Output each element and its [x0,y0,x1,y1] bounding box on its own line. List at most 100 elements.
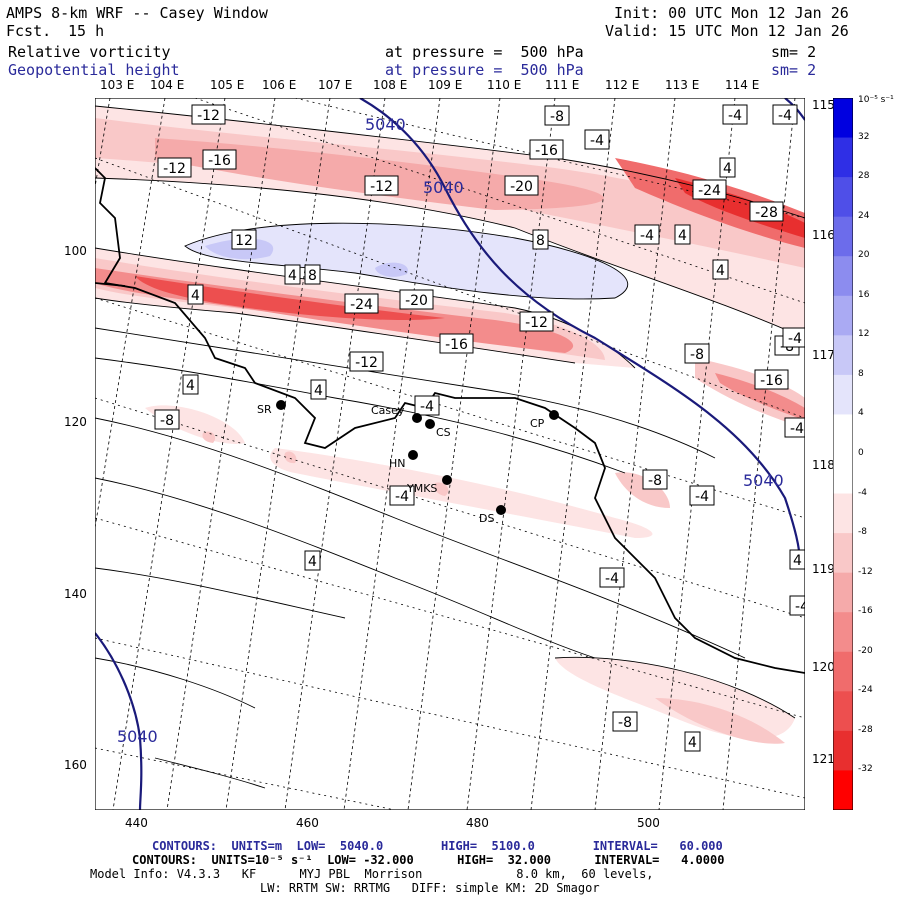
colorbar-swatch [833,533,853,574]
svg-text:-4: -4 [605,571,619,587]
svg-text:-20: -20 [510,179,533,195]
colorbar-label: -32 [858,764,873,775]
vorticity-contour-label: 4 [310,379,327,400]
station-ds: DS [479,505,506,525]
vorticity-contour-label: 8 [304,264,321,285]
svg-text:-8: -8 [690,347,704,363]
svg-text:YMKS: YMKS [406,482,437,495]
longitude-label: 110 E [487,78,522,92]
svg-text:-16: -16 [208,153,231,169]
station-hn: HN [389,450,418,470]
x-tick-label: 500 [637,816,660,830]
colorbar-swatch [833,256,853,297]
longitude-label: 114 E [725,78,760,92]
svg-text:-8: -8 [648,473,662,489]
vorticity-contour-label: -16 [439,333,474,354]
map-plot: -12 -8 -4 -4-16-12-16-4-12 -20 -24-284-4 412 84… [95,98,805,810]
svg-text:-8: -8 [550,109,564,125]
svg-text:4: 4 [678,228,687,244]
colorbar-label: 24 [858,210,870,221]
svg-text:4: 4 [288,268,297,284]
vorticity-contour-label: -12 [349,351,384,372]
vorticity-contour-label: 4 [182,374,199,395]
longitude-label: 103 E [100,78,135,92]
vorticity-contour-label: -16 [529,139,564,160]
vorticity-contour-info: CONTOURS: UNITS=10⁻⁵ s⁻¹ LOW= -32.000 HI… [132,853,725,867]
svg-text:-4: -4 [795,599,805,615]
colorbar-swatch [833,770,853,810]
colorbar-label: -24 [858,685,873,696]
height-labels: 5040 5040 5040 5040 [117,115,784,746]
svg-text:4: 4 [793,553,802,569]
svg-text:4: 4 [191,288,200,304]
station-ymks: YMKS [406,475,452,495]
vorticity-contour-label: 4 [684,731,701,752]
vorticity-contour-label: -4 [414,395,440,416]
vorticity-contour-label: -12 [519,311,554,332]
svg-text:-4: -4 [695,489,709,505]
colorbar-swatch [833,374,853,415]
vorticity-contour-label: 4 [187,284,204,305]
vorticity-contour-label: -8 [544,105,570,126]
vorticity-contour-label: -4 [784,417,805,438]
station-sr: SR [257,400,286,416]
vorticity-contour-label: -16 [754,369,789,390]
colorbar-label: 4 [858,408,864,419]
field1-level: at pressure = 500 hPa [385,43,584,61]
colorbar-swatch [833,730,853,771]
svg-text:12: 12 [235,233,253,249]
svg-text:-24: -24 [698,183,721,199]
colorbar-swatch [833,137,853,178]
longitude-label: 106 E [262,78,297,92]
y-tick-label: 100 [64,244,87,258]
height-contour-label: 5040 [117,727,158,746]
longitude-label: 111 E [545,78,580,92]
vorticity-contour-label: 4 [719,157,736,178]
vorticity-contour-label: 4 [284,264,301,285]
colorbar-label: -20 [858,645,873,656]
colorbar-swatch [833,295,853,336]
x-tick-label: 480 [466,816,489,830]
vorticity-contour-label: -8 [642,469,668,490]
svg-text:SR: SR [257,403,272,416]
station-casey: Casey [371,404,422,423]
vorticity-contour-label: -20 [399,289,434,310]
vorticity-contour-label: -24 [344,293,379,314]
vorticity-contour-label: -8 [684,343,710,364]
svg-text:8: 8 [308,268,317,284]
svg-text:-4: -4 [640,228,654,244]
svg-text:Casey: Casey [371,404,405,417]
vorticity-contour-label: -8 [612,711,638,732]
vorticity-contour-label: -4 [782,327,805,348]
svg-text:4: 4 [314,383,323,399]
field1-smoothing: sm= 2 [771,43,817,61]
colorbar-label: 12 [858,329,870,340]
vorticity-contour-label: -4 [772,104,798,125]
svg-text:-28: -28 [755,205,778,221]
plot-title: AMPS 8-km WRF -- Casey Window [6,4,268,22]
y-tick-label: 140 [64,587,87,601]
svg-text:-4: -4 [788,331,802,347]
height-contour-label: 5040 [743,471,784,490]
longitude-label: 104 E [150,78,185,92]
svg-text:-12: -12 [370,179,393,195]
colorbar [833,98,853,810]
height-contour-label: 5040 [365,115,406,134]
colorbar-label: 0 [858,448,864,458]
y-tick-label: 160 [64,758,87,772]
field2-name: Geopotential height [8,61,180,79]
vorticity-contour-label: -4 [599,567,625,588]
colorbar-swatch [833,572,853,613]
vorticity-contour-label: 4 [674,224,691,245]
station-cp: CP [530,410,559,430]
svg-text:8: 8 [536,233,545,249]
vorticity-contour-label: 4 [304,550,321,571]
field2-smoothing: sm= 2 [771,61,817,79]
colorbar-label: -16 [858,606,873,617]
field2-level: at pressure = 500 hPa [385,61,584,79]
colorbar-swatch [833,612,853,653]
colorbar-label: -8 [858,527,867,538]
colorbar-label: 28 [858,171,870,182]
longitude-label: 113 E [665,78,700,92]
